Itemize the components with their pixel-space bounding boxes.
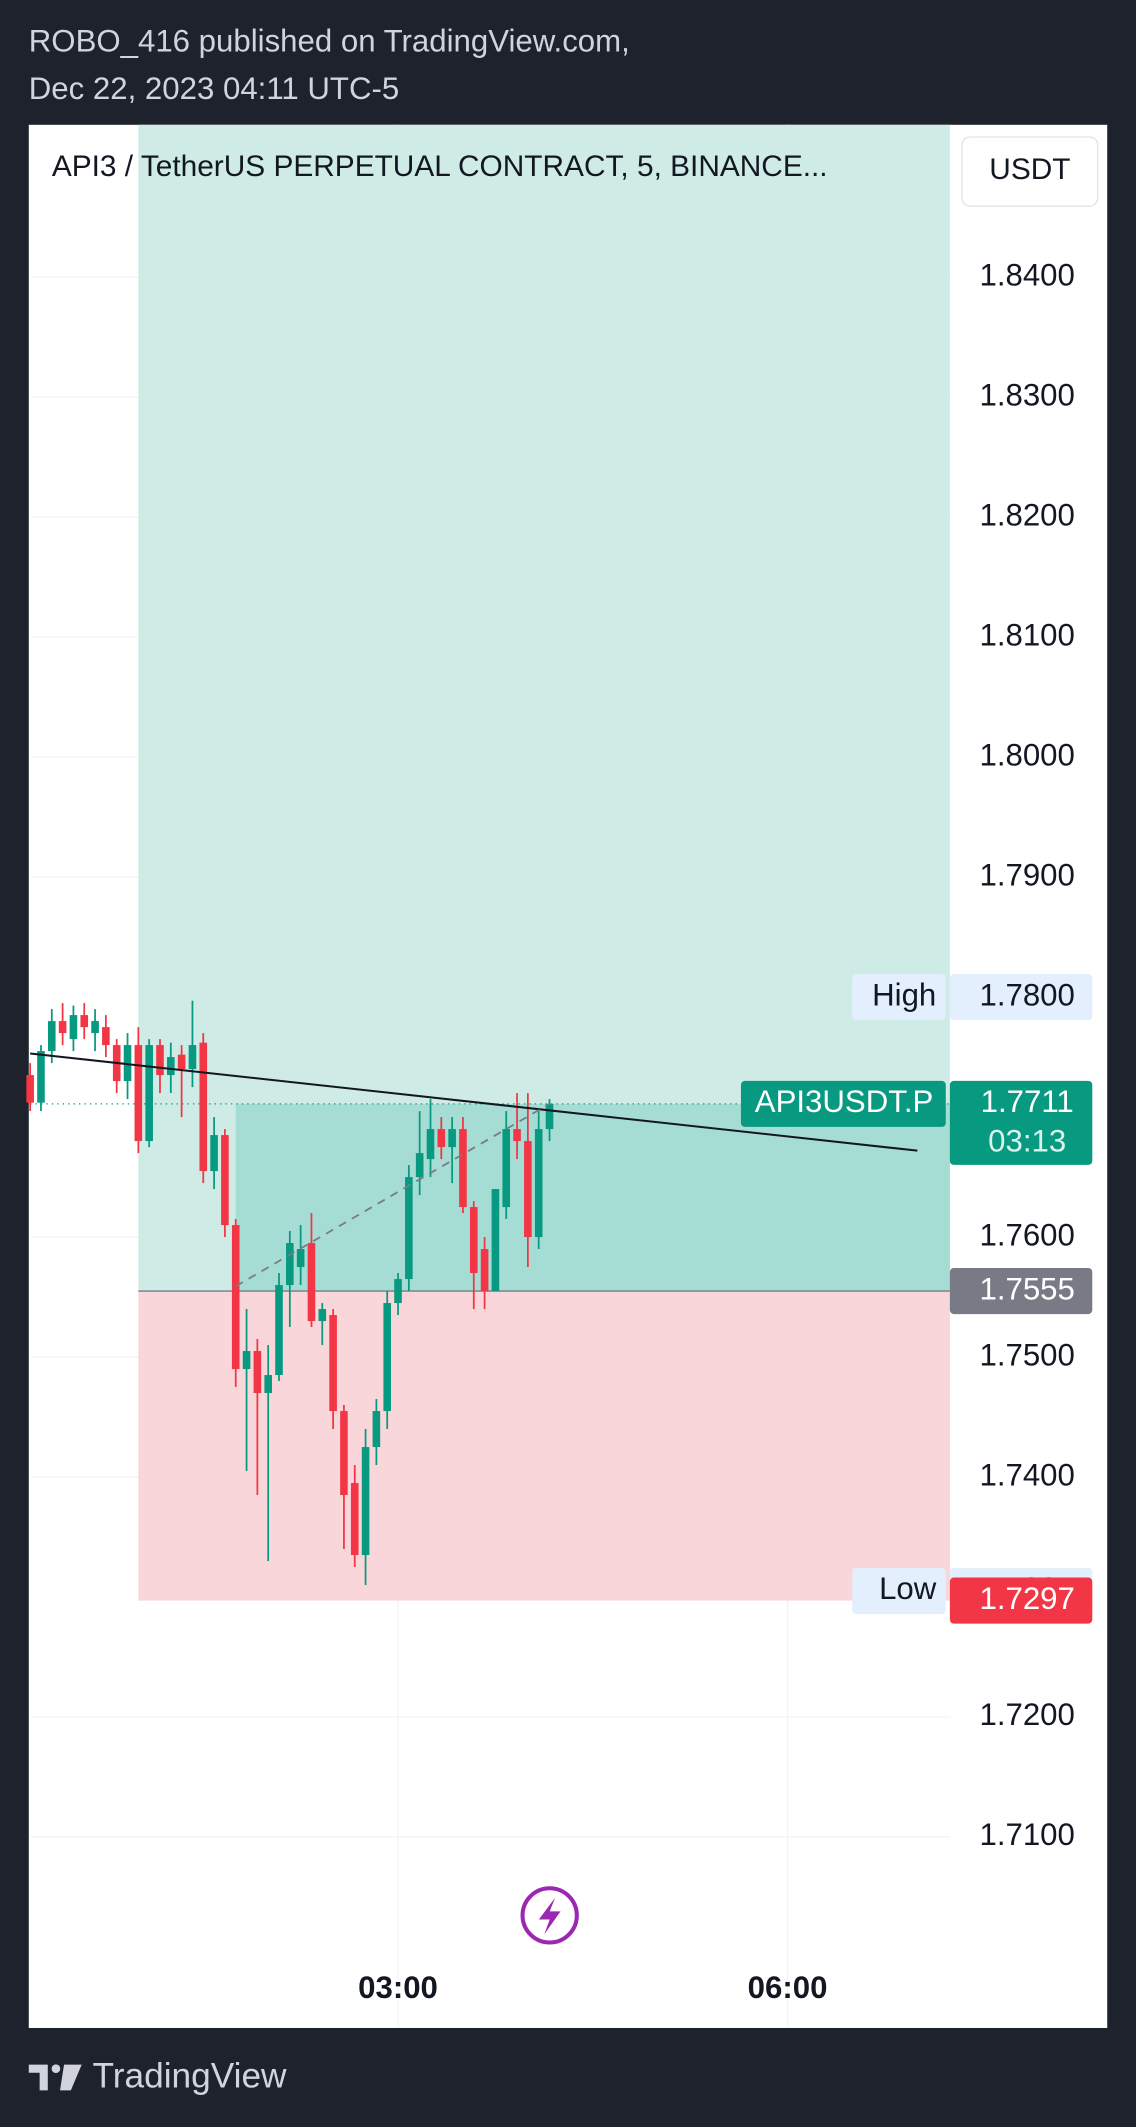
candle-body bbox=[37, 1051, 45, 1103]
candle-body bbox=[58, 1021, 67, 1034]
plot: 1.8400 1.8300 1.8200 1.8100 1.8000 1.7900 1.76… bbox=[26, 124, 1093, 2028]
loss-zone bbox=[138, 1291, 950, 1601]
stop-box bbox=[949, 1577, 1093, 1624]
candle-body bbox=[296, 1249, 305, 1268]
candle-body bbox=[199, 1042, 208, 1172]
candle-body bbox=[545, 1103, 554, 1130]
candle-body bbox=[383, 1303, 392, 1412]
candle-body bbox=[47, 1021, 56, 1052]
chart-title: API3 / TetherUS PERPETUAL CONTRACT, 5, B… bbox=[52, 150, 828, 183]
candle-body bbox=[275, 1285, 283, 1376]
y-tick-label: 1.8200 bbox=[979, 497, 1074, 532]
candle-body bbox=[459, 1129, 467, 1208]
candle-body bbox=[242, 1351, 251, 1370]
candle-body bbox=[437, 1129, 446, 1148]
low-tag bbox=[852, 1567, 946, 1615]
candle-body bbox=[253, 1351, 262, 1394]
logo-v bbox=[59, 2064, 82, 2091]
countdown: 03:13 bbox=[988, 1123, 1066, 1158]
candle-body bbox=[318, 1309, 327, 1322]
y-tick-label: 1.8000 bbox=[979, 737, 1074, 772]
high-label: High bbox=[872, 977, 936, 1012]
y-tick-label: 1.7600 bbox=[979, 1217, 1074, 1252]
candle-body bbox=[91, 1021, 99, 1034]
candle-body bbox=[145, 1045, 153, 1142]
trend-line bbox=[30, 1052, 918, 1152]
last-price: 1.7711 bbox=[981, 1084, 1074, 1119]
candle-body bbox=[210, 1135, 218, 1172]
y-tick-label: 1.7500 bbox=[979, 1337, 1074, 1372]
candle-body bbox=[286, 1243, 294, 1286]
y-tick-label: 1.7400 bbox=[979, 1457, 1074, 1492]
symbol: API3USDT.P bbox=[755, 1084, 934, 1119]
x-tick-label: 03:00 bbox=[358, 1970, 438, 2005]
y-tick-label: 1.7200 bbox=[979, 1697, 1074, 1732]
candle-body bbox=[415, 1153, 424, 1178]
publisher: ROBO_416 published on TradingView.com, bbox=[29, 24, 630, 59]
candle-body bbox=[177, 1054, 186, 1070]
symbol-tag bbox=[740, 1080, 946, 1127]
candle-body bbox=[123, 1045, 132, 1082]
candle-body bbox=[26, 1075, 34, 1103]
candle-body bbox=[188, 1045, 197, 1070]
candle-body bbox=[102, 1027, 110, 1046]
candle-body bbox=[231, 1225, 240, 1370]
candle-body bbox=[350, 1483, 359, 1556]
candle-body bbox=[469, 1207, 478, 1274]
candle-body bbox=[448, 1129, 456, 1148]
candle-body bbox=[307, 1243, 316, 1322]
currency: USDT bbox=[989, 153, 1070, 186]
candle-body bbox=[80, 1015, 89, 1028]
candle-body bbox=[502, 1129, 511, 1208]
candle-body bbox=[534, 1129, 543, 1238]
candle-body bbox=[491, 1189, 500, 1292]
candle-body bbox=[372, 1411, 381, 1448]
stop-price: 1.7297 bbox=[979, 1581, 1074, 1616]
high-tag bbox=[852, 974, 946, 1021]
candle-body bbox=[264, 1375, 272, 1394]
high-price: 1.7800 bbox=[979, 977, 1074, 1012]
candle-body bbox=[480, 1249, 489, 1292]
entry-price: 1.7555 bbox=[979, 1271, 1074, 1306]
publish-date: Dec 22, 2023 04:11 UTC-5 bbox=[29, 71, 399, 106]
y-tick-label: 1.7100 bbox=[979, 1817, 1074, 1852]
dashed-line bbox=[235, 1103, 550, 1288]
y-tick-label: 1.8400 bbox=[979, 257, 1074, 292]
lightning-icon[interactable] bbox=[520, 1886, 579, 1945]
high-box bbox=[949, 974, 1093, 1021]
logo-dot bbox=[51, 2064, 61, 2074]
candle-body bbox=[156, 1045, 164, 1076]
y-tick-label: 1.8300 bbox=[979, 377, 1074, 412]
candle-body bbox=[513, 1129, 521, 1142]
last-price-box bbox=[949, 1080, 1093, 1165]
logo-t bbox=[28, 2064, 48, 2091]
low-label: Low bbox=[879, 1571, 937, 1606]
y-tick-label: 1.8100 bbox=[979, 617, 1074, 652]
progress-zone bbox=[235, 1103, 950, 1292]
y-tick-label: 1.7900 bbox=[979, 857, 1074, 892]
candle-body bbox=[69, 1015, 78, 1040]
x-tick-label: 06:00 bbox=[748, 1970, 828, 2005]
currency-button[interactable] bbox=[961, 136, 1099, 207]
candle-body bbox=[524, 1141, 532, 1238]
candle-body bbox=[405, 1177, 413, 1280]
candle-body bbox=[361, 1447, 370, 1556]
brand: TradingView bbox=[93, 2056, 288, 2095]
candle-body bbox=[340, 1411, 348, 1496]
candle-body bbox=[167, 1057, 175, 1076]
candle-body bbox=[394, 1279, 402, 1304]
candle-body bbox=[221, 1135, 229, 1226]
candle-body bbox=[134, 1045, 143, 1142]
candle-body bbox=[426, 1129, 435, 1160]
entry-box bbox=[949, 1267, 1093, 1315]
lightning-bolt bbox=[538, 1897, 561, 1935]
candle-body bbox=[329, 1315, 337, 1412]
tradingview-logo bbox=[28, 2064, 82, 2091]
